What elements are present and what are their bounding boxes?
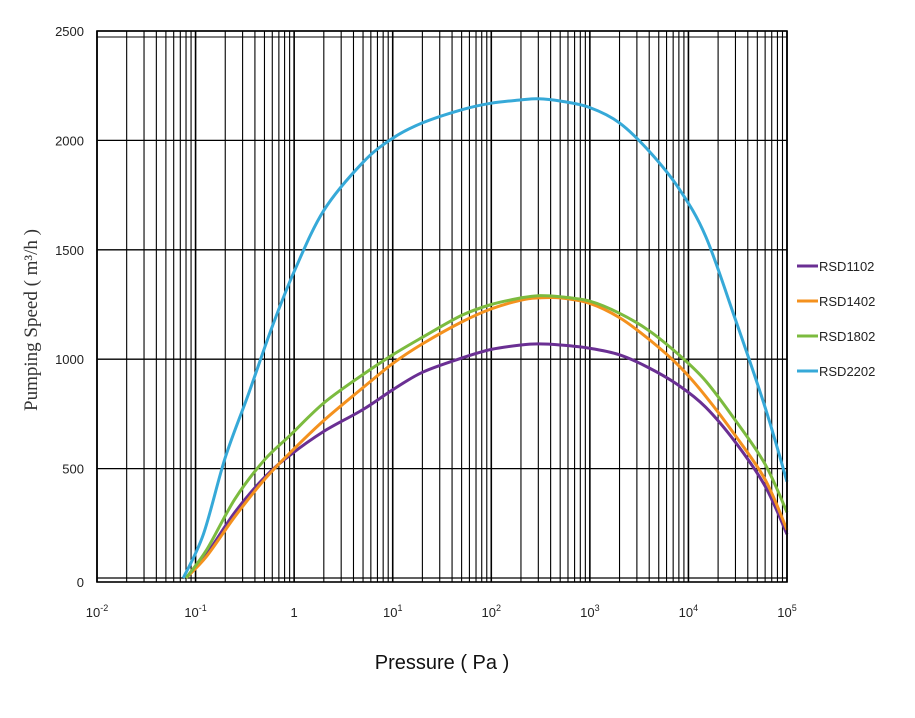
series-line-rsd1802: [184, 294, 789, 579]
legend-label: RSD1802: [819, 329, 875, 344]
x-tick-label: 101: [383, 603, 402, 620]
y-tick-label: 500: [62, 462, 84, 477]
x-tick-label: 10-2: [86, 603, 108, 620]
legend-label: RSD1402: [819, 294, 875, 309]
legend: RSD1102 RSD1402 RSD1802 RSD2202: [797, 259, 875, 379]
y-axis-label: Pumping Speed ( m³/h ): [21, 229, 42, 411]
x-tick-label: 105: [777, 603, 796, 620]
x-tick-label: 102: [482, 603, 501, 620]
x-tick-label: 1: [291, 605, 298, 620]
x-tick-label: 103: [580, 603, 599, 620]
x-axis-label: Pressure ( Pa ): [375, 652, 509, 674]
series-line-rsd2202: [181, 97, 789, 579]
y-tick-label: 1500: [55, 243, 84, 258]
grid: [96, 30, 788, 582]
y-tick-label: 0: [77, 575, 84, 590]
x-tick-label: 10-1: [184, 603, 206, 620]
legend-label: RSD2202: [819, 364, 875, 379]
y-tick-label: 2000: [55, 133, 84, 148]
series-line-rsd1402: [184, 295, 789, 580]
legend-label: RSD1102: [819, 259, 874, 274]
axes: 0 500 1000 1500 2000 2500 10-2 10-1 1 101 102 103 10…: [55, 24, 797, 620]
plot-frame: [96, 30, 788, 583]
series-lines: [181, 97, 789, 580]
y-tick-label: 2500: [55, 24, 84, 39]
y-tick-label: 1000: [55, 352, 84, 367]
x-tick-label: 104: [679, 603, 698, 620]
